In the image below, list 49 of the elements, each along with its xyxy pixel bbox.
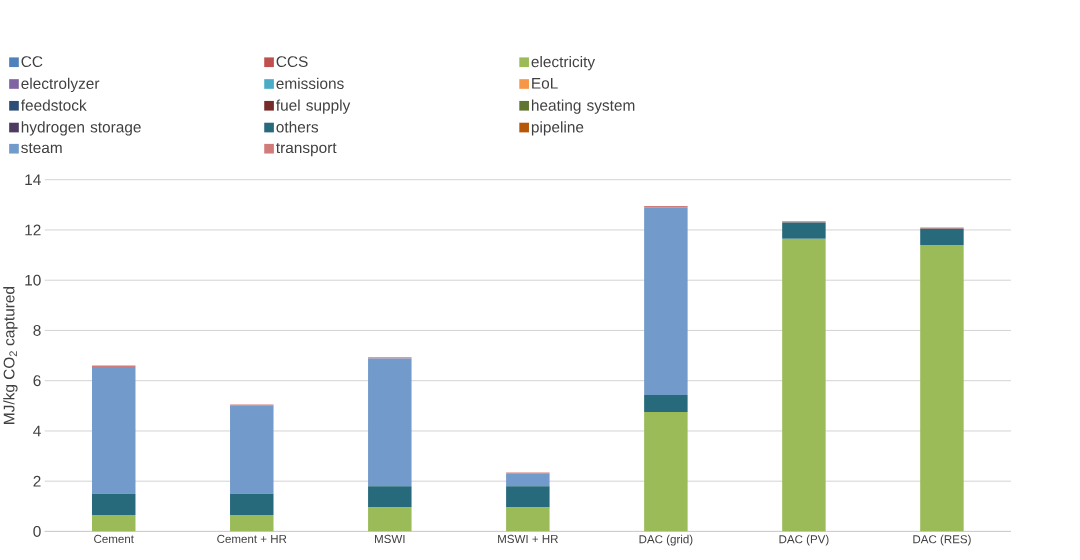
bar (230, 493, 274, 515)
legend-label: others (276, 121, 319, 133)
bar (506, 486, 550, 508)
y-tick-label: 6 (33, 375, 41, 386)
bar (92, 514, 136, 532)
bar (368, 507, 412, 532)
y-tick-label: 2 (33, 475, 41, 487)
bar (92, 366, 136, 494)
legend-label: hydrogen storage (21, 121, 141, 136)
legend-label: CCS (276, 55, 308, 67)
bar (506, 473, 550, 487)
bar (368, 358, 412, 487)
y-tick-label: 0 (33, 525, 41, 537)
y-tick-label: 14 (25, 174, 41, 185)
legend-label: pipeline (531, 121, 584, 136)
y-tick-label: 8 (33, 324, 41, 336)
bar (644, 394, 688, 412)
x-tick-label: MSWI (375, 534, 405, 543)
bar (782, 222, 826, 239)
legend-label: heating system (531, 99, 635, 114)
y-axis-title: MJ/kg CO$_{2}$ captured (3, 286, 18, 424)
legend-label: steam (21, 142, 62, 153)
bar (368, 486, 412, 508)
bar (920, 228, 964, 245)
legend-label: electricity (531, 55, 596, 71)
x-tick-label: MSWI + HR (498, 534, 558, 543)
bar (230, 405, 274, 494)
legend-label: CC (21, 55, 43, 67)
bar (644, 411, 688, 532)
bar (920, 244, 964, 532)
bar (230, 514, 274, 532)
y-tick-label: 4 (33, 425, 41, 437)
legend-label: fuel supply (276, 99, 351, 114)
x-tick-label: Cement + HR (217, 534, 287, 543)
x-tick-label: DAC (grid) (639, 534, 693, 546)
y-tick-label: 12 (25, 224, 41, 236)
x-tick-label: DAC (RES) (913, 534, 971, 546)
bar (644, 207, 688, 395)
x-tick-label: Cement (94, 534, 134, 543)
bar (782, 238, 826, 532)
legend-label: EoL (532, 77, 558, 89)
x-tick-label: DAC (PV) (779, 534, 829, 546)
y-tick-label: 10 (25, 274, 41, 286)
bar (506, 507, 550, 532)
legend-label: emissions (276, 77, 344, 89)
legend-label: feedstock (20, 99, 87, 111)
legend-label: electrolyzer (21, 77, 100, 92)
bar (92, 493, 136, 515)
legend-label: transport (276, 142, 337, 156)
